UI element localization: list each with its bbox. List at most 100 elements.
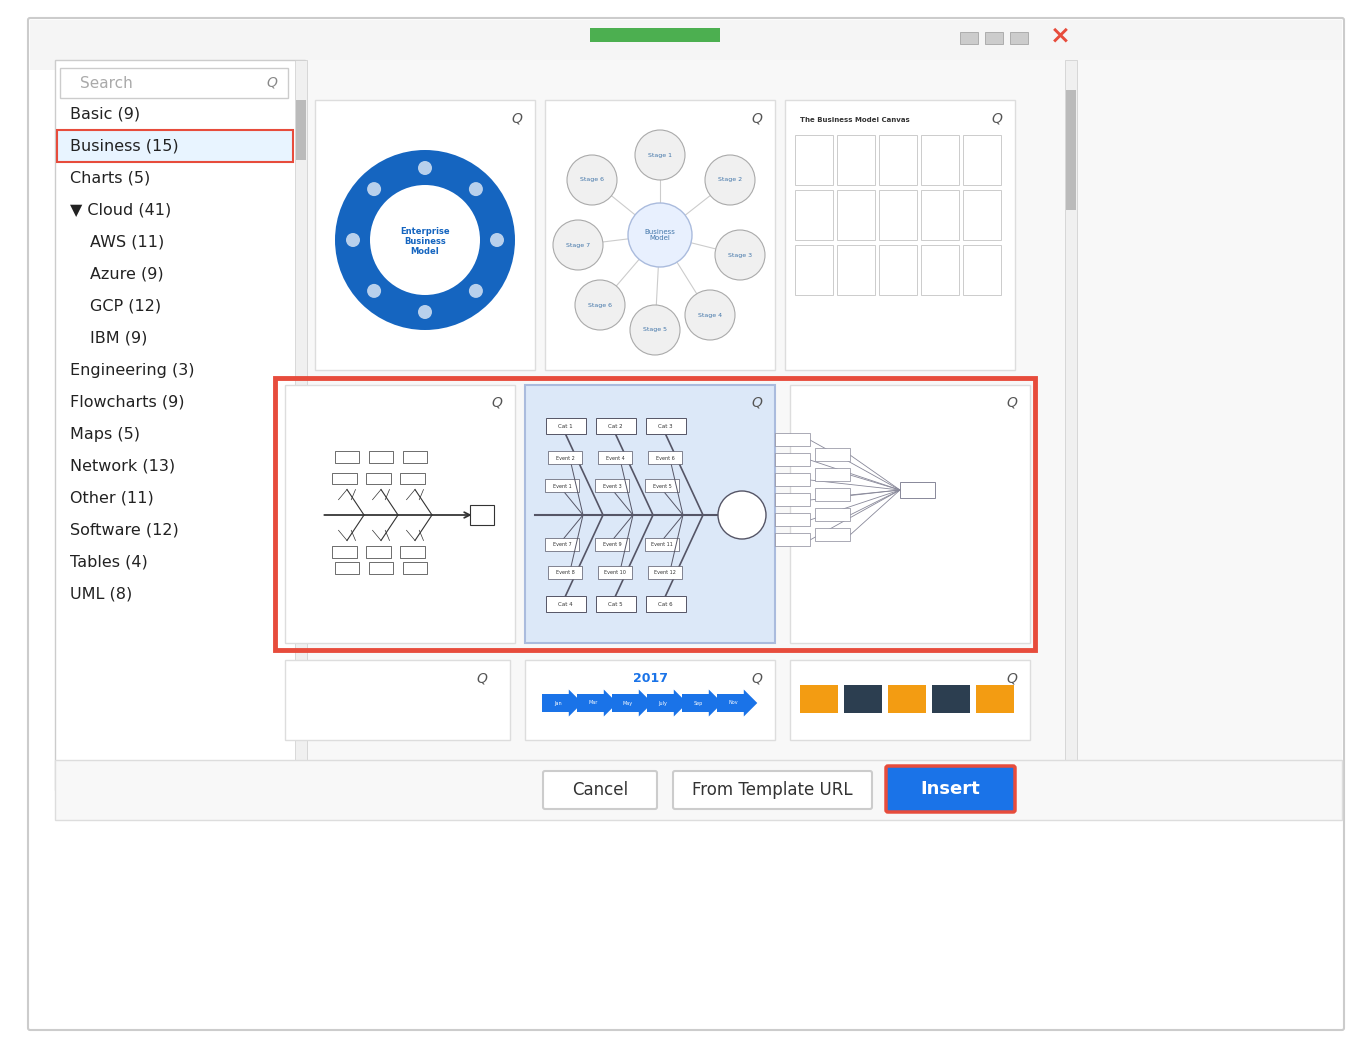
- Text: Flowcharts (9): Flowcharts (9): [70, 394, 184, 410]
- Bar: [785, 100, 1015, 370]
- Text: Software (12): Software (12): [70, 523, 178, 538]
- Bar: [55, 60, 305, 790]
- Bar: [921, 190, 959, 240]
- Bar: [1066, 90, 1076, 210]
- Bar: [598, 566, 632, 578]
- Bar: [775, 433, 809, 446]
- Text: Event 7: Event 7: [553, 543, 571, 547]
- Text: Cat 4: Cat 4: [557, 602, 572, 607]
- Bar: [775, 493, 809, 506]
- Bar: [547, 451, 582, 464]
- Text: July: July: [659, 700, 667, 705]
- Bar: [963, 245, 1002, 294]
- Bar: [55, 760, 1342, 820]
- Text: Charts (5): Charts (5): [70, 171, 151, 185]
- Bar: [790, 660, 1030, 740]
- Text: Cancel: Cancel: [572, 781, 628, 799]
- Bar: [775, 533, 809, 546]
- Text: GCP (12): GCP (12): [91, 299, 161, 313]
- Text: Event 9: Event 9: [602, 543, 622, 547]
- Bar: [815, 488, 851, 501]
- Text: Tables (4): Tables (4): [70, 554, 148, 569]
- Bar: [648, 566, 682, 578]
- Bar: [900, 482, 934, 498]
- Text: ▼ Cloud (41): ▼ Cloud (41): [70, 202, 172, 218]
- Text: Event 11: Event 11: [652, 543, 672, 547]
- Bar: [595, 479, 628, 492]
- Circle shape: [469, 182, 483, 196]
- Text: Business (15): Business (15): [70, 138, 178, 153]
- Text: Other (11): Other (11): [70, 490, 154, 505]
- Bar: [794, 245, 833, 294]
- Circle shape: [628, 203, 691, 267]
- Text: Model: Model: [410, 247, 439, 257]
- Bar: [366, 473, 391, 484]
- Text: Event 5: Event 5: [653, 483, 671, 488]
- Circle shape: [368, 284, 381, 298]
- Bar: [975, 685, 1014, 713]
- Circle shape: [630, 305, 681, 355]
- Bar: [30, 20, 1342, 70]
- Text: Q: Q: [512, 111, 523, 125]
- Bar: [471, 505, 494, 525]
- Text: Basic (9): Basic (9): [70, 107, 140, 122]
- Text: Stage 5: Stage 5: [643, 327, 667, 332]
- Text: Q: Q: [1007, 671, 1018, 685]
- Text: Event 1: Event 1: [553, 483, 571, 488]
- Circle shape: [635, 130, 685, 180]
- Bar: [985, 32, 1003, 44]
- Bar: [963, 135, 1002, 185]
- Text: Event 2: Event 2: [556, 456, 575, 460]
- Text: The Business Model Canvas: The Business Model Canvas: [800, 117, 910, 123]
- Bar: [775, 473, 809, 486]
- Bar: [648, 451, 682, 464]
- Bar: [645, 538, 679, 551]
- Bar: [285, 660, 510, 740]
- Circle shape: [553, 220, 604, 270]
- Bar: [525, 660, 775, 740]
- Circle shape: [685, 290, 735, 340]
- Bar: [837, 135, 875, 185]
- Bar: [844, 685, 882, 713]
- Text: Event 3: Event 3: [602, 483, 622, 488]
- Text: 2017: 2017: [632, 672, 668, 684]
- Circle shape: [567, 155, 617, 205]
- Text: Q: Q: [752, 396, 763, 410]
- Text: Insert: Insert: [921, 780, 980, 798]
- Text: UML (8): UML (8): [70, 587, 132, 602]
- Text: Stage 7: Stage 7: [565, 242, 590, 247]
- Text: Business
Model: Business Model: [645, 228, 675, 241]
- Bar: [399, 546, 425, 558]
- Bar: [545, 479, 579, 492]
- Text: Business: Business: [405, 238, 446, 246]
- Text: Q: Q: [1007, 396, 1018, 410]
- Bar: [879, 190, 916, 240]
- Text: Event 6: Event 6: [656, 456, 675, 460]
- Bar: [775, 514, 809, 526]
- Text: Q: Q: [992, 111, 1003, 125]
- Circle shape: [335, 150, 514, 330]
- Bar: [295, 60, 307, 790]
- Bar: [316, 100, 535, 370]
- Bar: [335, 452, 359, 463]
- Text: Event 12: Event 12: [654, 570, 676, 575]
- Bar: [775, 453, 809, 466]
- Bar: [335, 562, 359, 573]
- Text: ×: ×: [1050, 23, 1070, 47]
- Text: Q: Q: [476, 671, 487, 685]
- Bar: [595, 538, 628, 551]
- Text: Enterprise: Enterprise: [401, 227, 450, 237]
- Bar: [296, 100, 306, 160]
- Text: Q: Q: [266, 77, 277, 90]
- Bar: [403, 452, 427, 463]
- FancyBboxPatch shape: [648, 690, 687, 717]
- Bar: [794, 135, 833, 185]
- Text: IBM (9): IBM (9): [91, 330, 147, 346]
- Bar: [815, 528, 851, 541]
- Bar: [815, 508, 851, 521]
- Text: Cat 2: Cat 2: [608, 423, 623, 429]
- Bar: [285, 385, 514, 643]
- Text: Cat 1: Cat 1: [557, 423, 572, 429]
- Bar: [1065, 60, 1077, 790]
- FancyBboxPatch shape: [674, 771, 873, 809]
